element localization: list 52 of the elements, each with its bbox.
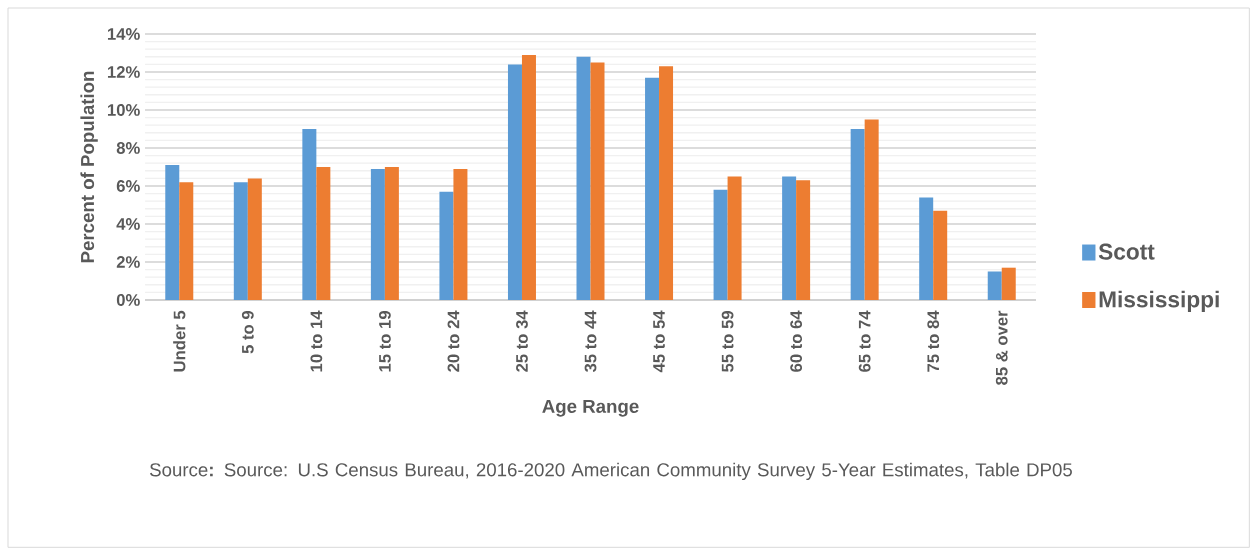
y-tick-label: 6% <box>116 180 140 192</box>
bar <box>645 77 660 300</box>
bar <box>576 56 591 300</box>
y-axis-title: Percent of Population <box>80 71 98 263</box>
bar <box>165 165 180 300</box>
x-tick-label: 65 to 74 <box>858 310 871 372</box>
bar <box>439 191 454 300</box>
x-tick-label: 10 to 14 <box>310 310 323 372</box>
x-tick-label: 15 to 19 <box>379 311 391 372</box>
bar <box>316 166 331 300</box>
x-tick-label: 60 to 64 <box>790 310 803 372</box>
bar <box>590 62 605 300</box>
bar <box>850 128 865 300</box>
bar <box>933 210 948 300</box>
bar <box>384 166 399 300</box>
bar <box>987 271 1002 300</box>
bar <box>179 182 194 300</box>
bar <box>727 176 742 300</box>
y-tick-label: 0% <box>116 294 140 306</box>
bar <box>507 64 522 300</box>
bar <box>782 176 797 300</box>
x-tick-label: 45 to 54 <box>653 310 665 373</box>
y-tick-label: 10% <box>107 104 140 116</box>
y-tick-label: 12% <box>107 66 140 78</box>
bar <box>453 168 468 300</box>
y-tick-label: 14% <box>107 28 140 40</box>
bar <box>1001 267 1016 300</box>
x-tick-label: 5 to 9 <box>241 311 254 354</box>
bar <box>521 54 536 300</box>
x-tick-label: 25 to 34 <box>516 310 528 372</box>
legend-label: Scott <box>1098 243 1155 260</box>
y-tick-label: 2% <box>116 256 140 268</box>
source-note: Source: Source: U.S Census Bureau, 2016-2020 American Community Survey 5-Year Estimates, Table DP05 <box>150 462 1072 481</box>
x-tick-label: 55 to 59 <box>721 311 734 372</box>
bar <box>247 178 262 300</box>
y-tick-label: 4% <box>116 218 140 230</box>
bar <box>233 182 248 300</box>
x-tick-label: Under 5 <box>173 310 186 372</box>
bar <box>713 189 728 300</box>
legend-label: Mississippi <box>1099 290 1219 312</box>
bar <box>796 180 811 300</box>
x-tick-label: 20 to 24 <box>447 310 460 372</box>
x-tick-label: 75 to 84 <box>927 310 940 372</box>
bar <box>302 128 317 300</box>
x-tick-label: 85 & over <box>995 310 1008 385</box>
x-tick-label: 35 to 44 <box>584 310 597 373</box>
bar <box>864 119 879 300</box>
y-tick-label: 8% <box>116 142 140 154</box>
bar <box>659 66 674 300</box>
bar <box>370 168 385 300</box>
x-axis-title: Age Range <box>542 399 639 417</box>
bar <box>919 197 934 300</box>
